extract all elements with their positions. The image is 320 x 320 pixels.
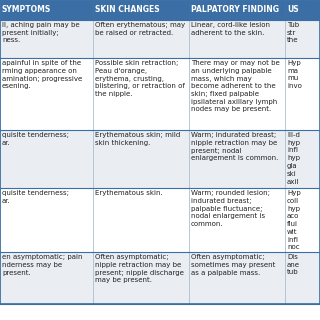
Bar: [93, 252, 189, 304]
Text: SKIN CHANGES: SKIN CHANGES: [95, 5, 160, 14]
Text: Erythematous skin.: Erythematous skin.: [95, 190, 163, 196]
Bar: [0, 188, 93, 252]
Bar: [93, 0, 189, 20]
Text: PALPATORY FINDING: PALPATORY FINDING: [191, 5, 279, 14]
Bar: [0, 130, 93, 188]
Text: quisite tenderness;
ar.: quisite tenderness; ar.: [2, 190, 69, 204]
Bar: [189, 252, 285, 304]
Bar: [285, 130, 320, 188]
Text: ll, aching pain may be
present initially;
ness.: ll, aching pain may be present initially…: [2, 22, 80, 44]
Text: Linear, cord-like lesion
adherent to the skin.: Linear, cord-like lesion adherent to the…: [191, 22, 270, 36]
Text: Ill-d
hyp
infl
hyp
gla
ski
axil: Ill-d hyp infl hyp gla ski axil: [287, 132, 300, 185]
Text: quisite tenderness;
ar.: quisite tenderness; ar.: [2, 132, 69, 146]
Bar: [285, 20, 320, 58]
Bar: [285, 188, 320, 252]
Text: Possible skin retraction;
Peau d'orange,
erythema, crusting,
blistering, or retr: Possible skin retraction; Peau d'orange,…: [95, 60, 185, 97]
Bar: [0, 20, 93, 58]
Bar: [189, 130, 285, 188]
Bar: [93, 130, 189, 188]
Bar: [285, 252, 320, 304]
Bar: [285, 0, 320, 20]
Text: Often erythematous; may
be raised or retracted.: Often erythematous; may be raised or ret…: [95, 22, 185, 36]
Text: Tub
str
the: Tub str the: [287, 22, 299, 44]
Text: Erythematous skin; mild
skin thickening.: Erythematous skin; mild skin thickening.: [95, 132, 180, 146]
Bar: [285, 58, 320, 130]
Bar: [0, 0, 93, 20]
Bar: [0, 252, 93, 304]
Text: There may or may not be
an underlying palpable
mass, which may
become adherent t: There may or may not be an underlying pa…: [191, 60, 280, 113]
Text: US: US: [287, 5, 299, 14]
Bar: [0, 58, 93, 130]
Bar: [93, 188, 189, 252]
Bar: [189, 188, 285, 252]
Bar: [93, 20, 189, 58]
Text: en asymptomatic; pain
nderness may be
present.: en asymptomatic; pain nderness may be pr…: [2, 254, 83, 276]
Bar: [189, 58, 285, 130]
Bar: [93, 58, 189, 130]
Bar: [189, 0, 285, 20]
Text: apainful in spite of the
rming appearance on
amination; progressive
esening.: apainful in spite of the rming appearanc…: [2, 60, 82, 89]
Text: Warm; rounded lesion;
indurated breast;
palpable fluctuance;
nodal enlargement i: Warm; rounded lesion; indurated breast; …: [191, 190, 270, 227]
Text: Hyp
ma
mu
invo: Hyp ma mu invo: [287, 60, 302, 89]
Text: Dis
ane
tub: Dis ane tub: [287, 254, 300, 276]
Text: Often asymptomatic;
nipple retraction may be
present; nipple discharge
may be pr: Often asymptomatic; nipple retraction ma…: [95, 254, 184, 283]
Text: Warm; indurated breast;
nipple retraction may be
present; nodal
enlargement is c: Warm; indurated breast; nipple retractio…: [191, 132, 278, 161]
Bar: [189, 20, 285, 58]
Text: Hyp
coll
hyp
aco
flui
wit
infl
noc: Hyp coll hyp aco flui wit infl noc: [287, 190, 301, 250]
Text: SYMPTOMS: SYMPTOMS: [2, 5, 51, 14]
Text: Often asymptomatic;
sometimes may present
as a palpable mass.: Often asymptomatic; sometimes may presen…: [191, 254, 276, 276]
